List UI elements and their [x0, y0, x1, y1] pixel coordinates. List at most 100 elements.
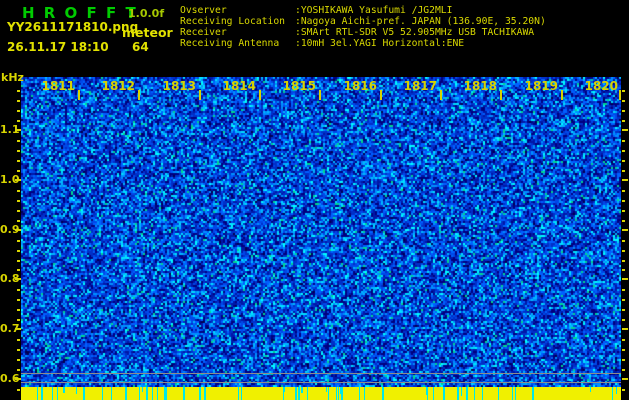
metadata-value: :YOSHIKAWA Yasufumi /JG2MLI: [295, 5, 453, 16]
metadata-block: Ovserver:YOSHIKAWA Yasufumi /JG2MLI Recei…: [180, 5, 546, 49]
axis-tick: [622, 210, 625, 212]
signal-dropout-line: [532, 387, 534, 400]
axis-tick: [17, 100, 20, 102]
axis-tick: [17, 110, 20, 112]
metadata-row: Receiving Location:Nagoya Aichi-pref. JA…: [180, 16, 546, 27]
signal-dropout-line: [152, 387, 153, 400]
signal-dropout-line: [474, 387, 475, 400]
signal-dropout-line: [515, 387, 516, 400]
gray-grid-line: [21, 382, 621, 383]
axis-tick: [622, 369, 625, 371]
signal-dropout-line: [111, 387, 112, 400]
mode-label: meteor: [122, 25, 173, 40]
signal-dropout-line: [238, 387, 239, 400]
signal-dropout-line: [336, 387, 337, 400]
signal-dropout-line: [427, 387, 428, 400]
signal-dropout-line: [326, 387, 327, 392]
metadata-label: Receiver: [180, 27, 227, 38]
axis-tick: [17, 299, 20, 301]
time-label: 1819: [524, 79, 558, 93]
axis-tick: [17, 150, 20, 152]
time-label: 1818: [463, 79, 497, 93]
time-label: 1816: [343, 79, 377, 93]
axis-tick: [622, 220, 625, 222]
metadata-label: Ovserver: [180, 5, 227, 16]
axis-tick: [17, 210, 20, 212]
time-label: 1814: [222, 79, 256, 93]
axis-tick: [622, 120, 625, 122]
axis-tick: [17, 170, 20, 172]
signal-dropout-line: [125, 387, 127, 400]
axis-tick: [17, 359, 20, 361]
signal-dropout-line: [590, 387, 591, 392]
axis-tick: [17, 289, 20, 291]
signal-dropout-line: [457, 387, 459, 400]
axis-tick: [622, 328, 628, 330]
axis-tick: [622, 200, 625, 202]
signal-dropout-line: [461, 387, 462, 396]
axis-tick: [17, 240, 20, 242]
axis-tick: [15, 179, 21, 181]
axis-tick: [622, 100, 625, 102]
axis-tick: [622, 170, 625, 172]
axis-tick: [622, 339, 625, 341]
axis-tick: [17, 120, 20, 122]
signal-dropout-line: [382, 387, 384, 400]
signal-dropout-line: [283, 387, 284, 400]
minute-tick: [259, 90, 261, 100]
signal-dropout-line: [338, 387, 339, 400]
minute-tick: [500, 90, 502, 100]
signal-dropout-line: [298, 387, 300, 400]
app-title: H R O F F T: [22, 4, 138, 22]
axis-tick: [17, 250, 20, 252]
axis-tick: [622, 250, 625, 252]
signal-dropout-line: [76, 387, 77, 394]
meteor-count: 64: [132, 40, 149, 54]
axis-tick: [622, 389, 625, 391]
axis-tick: [622, 359, 625, 361]
axis-tick: [622, 309, 625, 311]
minute-tick: [319, 90, 321, 100]
app-version: 1.0.0f: [128, 7, 165, 20]
metadata-row: Ovserver :YOSHIKAWA Yasufumi /JG2MLI: [180, 5, 546, 16]
axis-tick: [622, 289, 625, 291]
axis-tick: [622, 269, 625, 271]
metadata-row: Receiver:SMArt RTL-SDR V5 52.905MHz USB …: [180, 27, 546, 38]
minute-tick: [199, 90, 201, 100]
signal-dropout-line: [37, 387, 38, 400]
axis-tick: [17, 309, 20, 311]
axis-tick: [17, 200, 20, 202]
y-axis-tick-label: 1.1: [0, 123, 20, 136]
signal-dropout-line: [241, 387, 242, 400]
signal-dropout-line: [364, 387, 365, 400]
metadata-value: :Nagoya Aichi-pref. JAPAN (136.90E, 35.2…: [295, 16, 546, 27]
axis-tick: [17, 160, 20, 162]
axis-tick: [622, 129, 628, 131]
signal-dropout-line: [482, 387, 483, 400]
signal-dropout-line: [166, 387, 167, 400]
time-label: 1820: [584, 79, 618, 93]
axis-tick: [622, 229, 628, 231]
signal-dropout-line: [157, 387, 158, 400]
axis-tick: [15, 229, 21, 231]
metadata-label: Receiving Antenna: [180, 38, 280, 49]
signal-dropout-line: [296, 387, 297, 400]
axis-tick: [15, 328, 21, 330]
signal-level-bar: [21, 387, 621, 400]
minute-tick: [380, 90, 382, 100]
time-label: 1815: [282, 79, 316, 93]
signal-dropout-line: [63, 387, 65, 393]
signal-dropout-line: [512, 387, 513, 400]
signal-dropout-line: [342, 387, 343, 400]
axis-tick: [622, 240, 625, 242]
axis-tick: [622, 278, 628, 280]
axis-tick: [622, 150, 625, 152]
axis-tick: [17, 349, 20, 351]
axis-tick: [17, 339, 20, 341]
minute-tick: [78, 90, 80, 100]
y-axis-tick-label: 1.0: [0, 173, 20, 186]
axis-tick: [17, 220, 20, 222]
signal-dropout-line: [164, 387, 165, 400]
axis-tick: [17, 260, 20, 262]
y-axis-tick-label: 0.8: [0, 272, 20, 285]
